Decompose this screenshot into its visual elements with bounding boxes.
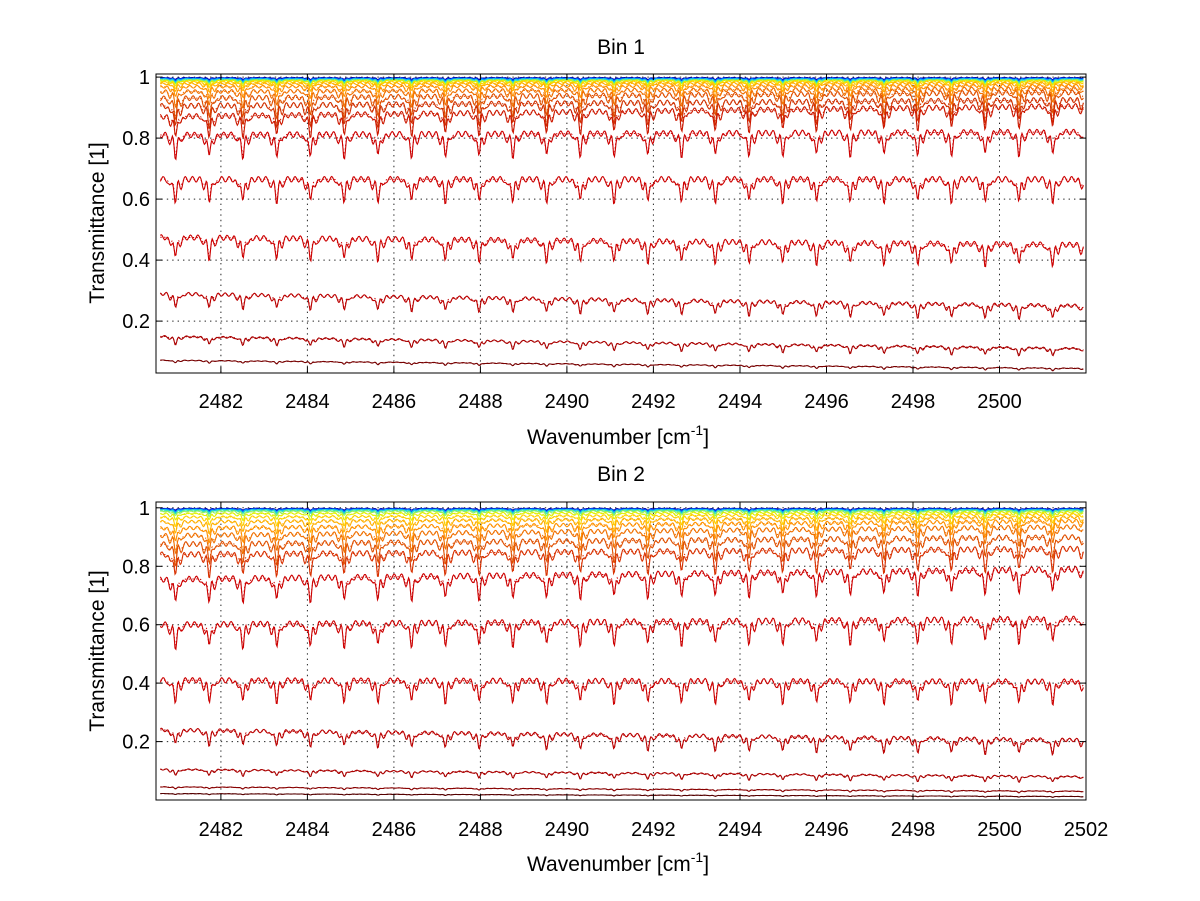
series-line <box>159 676 1084 707</box>
y-tick-label: 1 <box>139 67 150 89</box>
series-model-line <box>160 513 1084 526</box>
grid-lines <box>156 74 1086 373</box>
series-line <box>160 335 1084 357</box>
x-axis-label: Wavenumber [cm-1] <box>527 422 709 449</box>
series-line <box>160 79 1084 87</box>
y-tick-label: 0.8 <box>122 556 150 578</box>
chart-title: Bin 2 <box>597 463 645 486</box>
axes-box <box>155 501 1087 801</box>
x-tick-label: 2498 <box>891 819 936 841</box>
x-tick-label: 2492 <box>631 819 676 841</box>
series-line <box>159 565 1084 605</box>
x-axis-label-text: Wavenumber [cm <box>527 426 691 449</box>
x-tick-label: 2490 <box>545 819 590 841</box>
x-tick-label: 2488 <box>458 819 503 841</box>
x-tick-label: 2482 <box>199 819 244 841</box>
x-tick-label: 2496 <box>804 819 849 841</box>
series-line <box>159 515 1084 535</box>
y-tick-label: 0.4 <box>122 250 150 272</box>
x-tick-label: 2488 <box>458 391 503 413</box>
x-tick-label: 2492 <box>631 391 676 413</box>
x-axis-label-suffix: ] <box>703 853 709 876</box>
series-line <box>159 524 1084 555</box>
y-tick-label: 0.2 <box>122 732 150 754</box>
series-line <box>159 96 1084 130</box>
series-model-line <box>160 178 1084 200</box>
series-line <box>159 86 1084 109</box>
series-line <box>160 83 1084 100</box>
series-model-line <box>160 131 1084 156</box>
series-line <box>159 81 1084 93</box>
series-line <box>160 512 1084 528</box>
axis-ticks: 2482 2484 2486 2488 2490 2492 2494 2496 2498 2500… <box>122 67 1086 413</box>
y-tick-label: 0.2 <box>122 311 150 333</box>
series-line <box>160 786 1084 794</box>
series-line <box>160 509 1084 517</box>
plot-area <box>159 507 1084 798</box>
x-tick-label: 2490 <box>545 391 590 413</box>
series-line <box>159 89 1084 121</box>
y-tick-label: 1 <box>139 498 150 520</box>
series-line <box>160 77 1084 83</box>
x-axis-label-suffix: ] <box>703 426 709 449</box>
series-line <box>160 518 1084 545</box>
chart-bin-2: Bin 2 2482 2484 2486 2488 2490 2492 2494 2496 24… <box>86 463 1108 876</box>
series-line <box>159 102 1084 140</box>
x-tick-label: 2496 <box>804 391 849 413</box>
x-axis-label-superscript: -1 <box>691 849 704 865</box>
x-tick-label: 2486 <box>372 391 417 413</box>
series-line <box>160 768 1084 783</box>
series-line <box>159 291 1084 321</box>
chart-title: Bin 1 <box>597 36 645 59</box>
y-tick-label: 0.4 <box>122 673 150 695</box>
x-axis-label-superscript: -1 <box>691 422 704 438</box>
series-line <box>159 510 1084 522</box>
series-line <box>159 234 1084 269</box>
x-axis-label: Wavenumber [cm-1] <box>527 849 709 876</box>
series-line <box>159 534 1084 568</box>
series-model-line <box>160 335 1084 356</box>
axis-ticks: 2482 2484 2486 2488 2490 2492 2494 2496 2498 2500… <box>122 498 1108 841</box>
y-tick-label: 0.6 <box>122 189 150 211</box>
chart-bin-1: Bin 1 2482 2484 2486 2488 2490 2492 2494 2496 24… <box>86 36 1087 449</box>
x-axis-label-text: Wavenumber [cm <box>527 853 691 876</box>
x-tick-label: 2498 <box>891 391 936 413</box>
y-axis-label: Transmittance [1] <box>86 570 109 731</box>
x-tick-label: 2502 <box>1064 819 1109 841</box>
x-tick-label: 2484 <box>285 391 330 413</box>
y-tick-label: 0.8 <box>122 128 150 150</box>
series-line <box>160 792 1084 798</box>
x-tick-label: 2500 <box>977 391 1022 413</box>
series-line <box>159 545 1084 579</box>
x-tick-label: 2486 <box>372 819 417 841</box>
series-line <box>160 79 1084 86</box>
x-tick-label: 2494 <box>718 391 763 413</box>
x-tick-label: 2494 <box>718 819 763 841</box>
series-line <box>160 508 1084 513</box>
series-model-line <box>160 568 1084 600</box>
series-line <box>159 175 1084 206</box>
plot-area <box>159 76 1084 372</box>
axes-box <box>155 73 1087 374</box>
series-line <box>160 77 1084 82</box>
y-axis-label: Transmittance [1] <box>86 142 109 303</box>
x-tick-label: 2482 <box>199 391 244 413</box>
series-line <box>160 727 1084 757</box>
series-model-line <box>160 618 1084 646</box>
x-tick-label: 2484 <box>285 819 330 841</box>
series-model-line <box>160 536 1084 563</box>
series-line <box>159 128 1084 161</box>
series-line <box>160 80 1084 90</box>
y-tick-label: 0.6 <box>122 615 150 637</box>
series-line <box>160 359 1084 372</box>
series-model-line <box>160 679 1084 702</box>
series-line <box>159 615 1084 651</box>
x-tick-label: 2500 <box>977 819 1022 841</box>
